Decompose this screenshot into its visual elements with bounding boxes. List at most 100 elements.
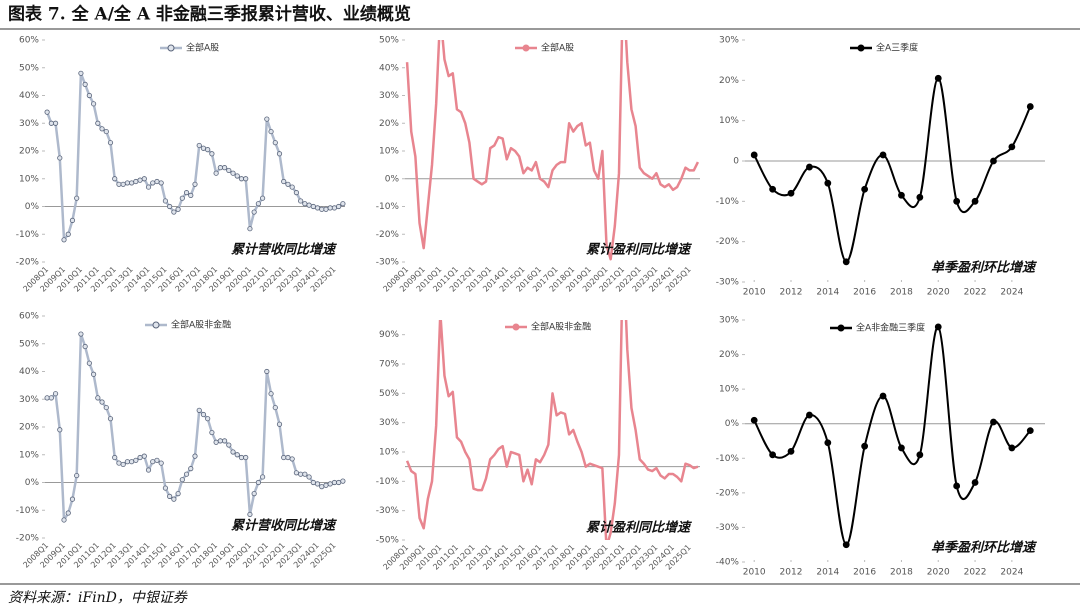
data-point	[99, 399, 105, 405]
data-point	[1026, 427, 1034, 435]
plot-area	[405, 320, 699, 540]
y-tick-label: 30%	[19, 395, 39, 405]
x-tick-label: 2022	[964, 568, 987, 578]
legend-marker	[837, 324, 845, 332]
legend-marker	[512, 323, 520, 331]
data-point	[65, 231, 71, 237]
y-tick-label: -10%	[16, 230, 40, 240]
data-point	[129, 180, 135, 186]
data-point	[95, 395, 101, 401]
data-point	[289, 184, 295, 190]
data-point	[1008, 143, 1016, 151]
data-point	[192, 181, 198, 187]
y-tick-label: 20%	[19, 147, 39, 157]
y-tick-label: -40%	[716, 558, 740, 568]
data-point	[145, 184, 152, 190]
data-point	[281, 454, 287, 461]
data-point	[247, 511, 253, 518]
data-point	[310, 479, 316, 486]
y-tick-label: -30%	[376, 258, 400, 268]
data-point	[48, 395, 54, 401]
x-tick-label: 2014	[816, 568, 839, 578]
x-tick-label: 2018	[890, 568, 913, 578]
data-point	[285, 181, 291, 187]
plot-area	[750, 323, 1034, 549]
data-point	[154, 457, 160, 463]
data-point	[234, 173, 240, 179]
data-point	[314, 481, 321, 487]
legend-label: 全部A股	[186, 42, 219, 54]
y-tick-label: 30%	[379, 91, 399, 101]
y-tick-label: -10%	[716, 197, 740, 207]
data-point	[167, 203, 173, 210]
data-point	[879, 392, 887, 400]
data-point	[824, 179, 832, 187]
x-tick-label: 2012	[780, 568, 803, 578]
plot-area	[750, 74, 1034, 266]
data-point	[137, 177, 143, 183]
data-point	[319, 206, 325, 212]
data-point	[183, 471, 190, 477]
y-tick-label: -10%	[16, 506, 40, 516]
data-point	[251, 209, 257, 215]
legend-label: 全部A股非金融	[531, 321, 591, 333]
data-point	[200, 411, 207, 418]
legend-marker	[857, 44, 865, 52]
chart: -30%-20%-10%0%10%20%30%40%50%2008Q12009Q…	[376, 36, 700, 294]
data-point	[95, 120, 101, 126]
data-point	[230, 170, 236, 176]
data-point	[192, 453, 198, 459]
data-point	[331, 479, 338, 486]
y-tick-label: -10%	[376, 477, 400, 487]
data-point	[769, 451, 777, 459]
x-tick-label: 2020	[927, 288, 950, 298]
data-point	[331, 205, 338, 211]
data-point	[74, 472, 80, 479]
x-tick-label: 2016	[853, 288, 876, 298]
data-point	[238, 454, 245, 461]
data-point	[302, 201, 308, 207]
data-point	[69, 496, 76, 502]
legend-marker	[152, 321, 160, 329]
legend-marker	[167, 44, 175, 52]
legend-marker	[522, 44, 530, 52]
annotation: 累计盈利同比增速	[586, 242, 693, 258]
data-point	[74, 195, 80, 201]
data-point	[861, 185, 869, 193]
data-point	[340, 478, 346, 484]
legend-label: 全部A股	[541, 42, 574, 54]
data-point	[179, 195, 185, 201]
data-point	[124, 180, 130, 186]
chart: -30% -20% -10% 0 10% 20% 30% 2010 2012 2014 2016 20…	[716, 36, 1045, 298]
data-point	[272, 404, 278, 411]
data-point	[916, 451, 924, 459]
data-point	[323, 482, 329, 488]
data-point	[842, 541, 850, 549]
data-point	[230, 449, 236, 455]
data-point	[107, 140, 114, 146]
data-point	[247, 226, 253, 232]
data-point	[116, 460, 122, 466]
x-tick-label: 2022	[964, 288, 987, 298]
data-point	[285, 454, 291, 461]
data-point	[268, 128, 274, 135]
x-tick-label: 2010	[743, 288, 766, 298]
y-tick-label: 50%	[19, 63, 39, 73]
data-point	[306, 474, 312, 480]
x-tick-label: 2012	[780, 288, 803, 298]
data-point	[213, 170, 219, 176]
data-point	[319, 484, 325, 490]
data-point	[323, 206, 329, 212]
x-tick-label: 2020	[927, 568, 950, 578]
data-point	[217, 438, 223, 444]
data-point	[48, 120, 54, 126]
y-tick-label: 30%	[719, 316, 739, 326]
data-point	[133, 457, 139, 463]
x-tick-label: 2016	[853, 568, 876, 578]
x-tick-label: 2018	[890, 288, 913, 298]
data-point	[112, 454, 118, 461]
data-point	[971, 197, 979, 205]
series-line	[405, 320, 699, 540]
data-point	[327, 205, 333, 211]
